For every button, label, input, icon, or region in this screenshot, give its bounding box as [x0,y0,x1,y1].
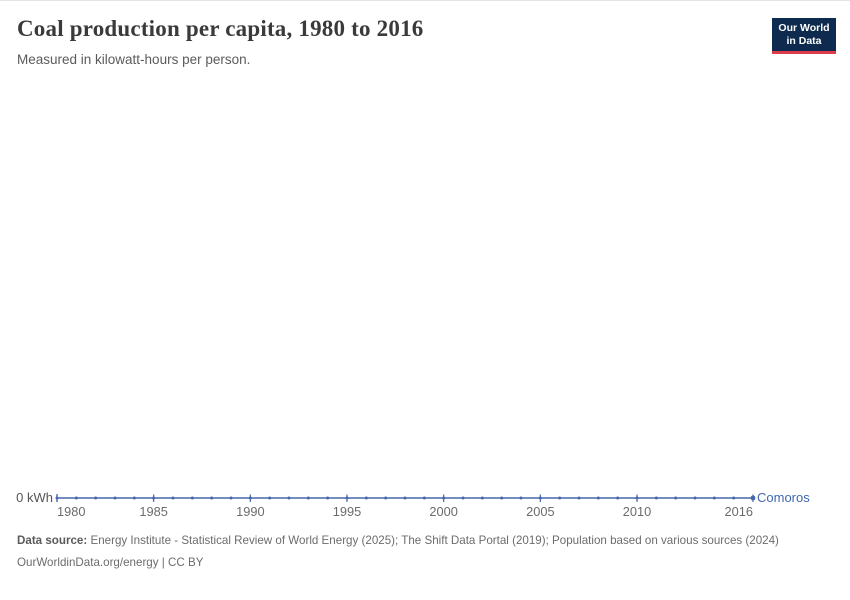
svg-text:1995: 1995 [333,504,361,519]
data-source-line: Data source: Energy Institute - Statisti… [17,534,811,549]
y-axis-tick-label: 0 kWh [16,490,53,505]
svg-text:1985: 1985 [139,504,167,519]
svg-text:2000: 2000 [429,504,457,519]
timeline-axis-line[interactable]: 1980 1985 1990 1995 2000 2005 2010 2016 [0,481,850,521]
data-source-text: Energy Institute - Statistical Review of… [87,534,779,547]
data-source-label: Data source: [17,534,88,547]
entity-label-comoros[interactable]: Comoros [757,490,810,505]
svg-text:1990: 1990 [236,504,264,519]
owid-logo[interactable]: Our World in Data [772,18,836,54]
chart-subtitle: Measured in kilowatt-hours per person. [17,52,251,67]
svg-text:2005: 2005 [526,504,554,519]
svg-text:2010: 2010 [623,504,651,519]
owid-license-link[interactable]: OurWorldinData.org/energy | CC BY [17,555,204,569]
svg-text:2016: 2016 [725,504,753,519]
chart-title: Coal production per capita, 1980 to 2016 [17,16,424,41]
owid-logo-line1: Our World [778,22,830,34]
footer: Data source: Energy Institute - Statisti… [17,534,811,571]
owid-logo-line2: in Data [786,35,822,48]
svg-text:1980: 1980 [57,504,85,519]
